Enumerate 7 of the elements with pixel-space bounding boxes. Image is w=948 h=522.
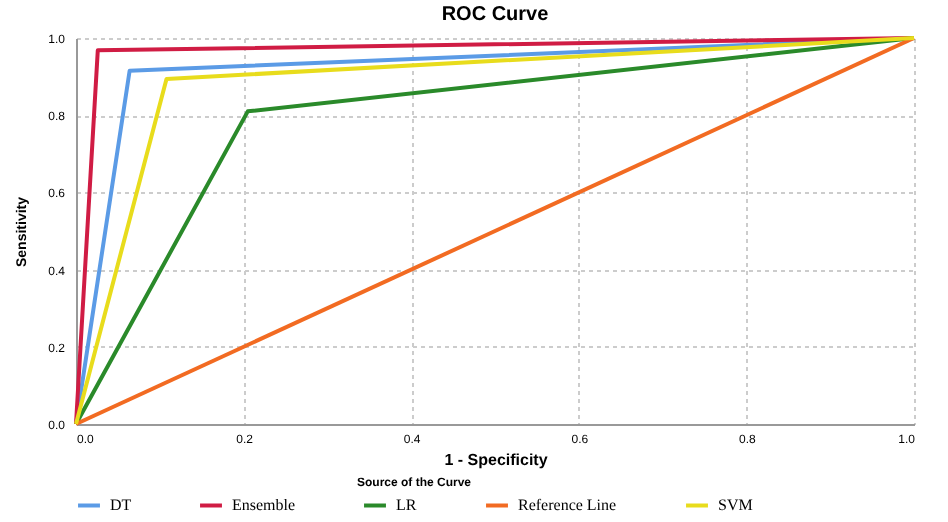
legend-label: LR	[396, 495, 418, 514]
chart-title: ROC Curve	[441, 4, 550, 26]
legend-label: Reference Line	[518, 495, 618, 514]
legend-label: SVM	[718, 495, 753, 514]
legend-label: Ensemble	[232, 495, 296, 514]
legend-label: DT	[110, 495, 132, 514]
x-axis-title: 1 - Specificity	[444, 451, 549, 469]
